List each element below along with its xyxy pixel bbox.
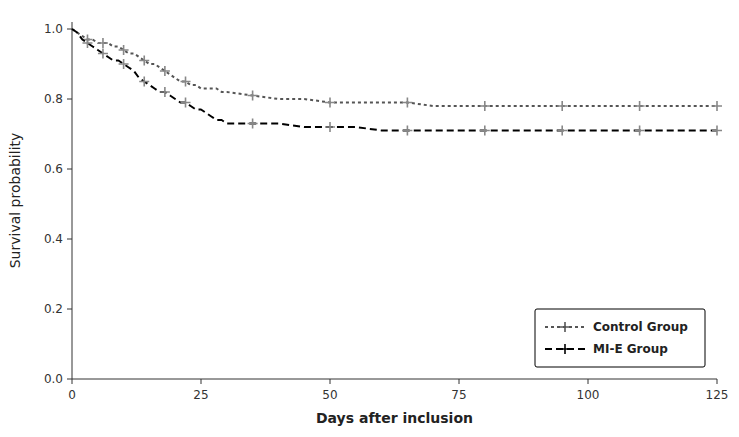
censor-mark: [119, 45, 129, 55]
y-tick-label: 0.2: [44, 302, 63, 316]
x-tick-label: 125: [706, 388, 729, 402]
censor-mark: [98, 49, 108, 59]
y-tick: [67, 309, 72, 310]
censor-mark: [139, 77, 149, 87]
censor-mark: [98, 38, 108, 48]
y-axis-line: [72, 22, 73, 379]
censor-mark: [402, 98, 412, 108]
censor-mark: [181, 98, 191, 108]
y-tick-label: 0.6: [44, 162, 63, 176]
legend-label: Control Group: [593, 320, 688, 334]
x-tick-label: 50: [322, 388, 337, 402]
censor-mark: [119, 59, 129, 69]
censor-mark: [480, 101, 490, 111]
censor-mark: [181, 77, 191, 87]
censor-mark: [160, 66, 170, 76]
legend: Control Group MI-E Group: [535, 309, 705, 367]
x-tick: [717, 379, 718, 384]
y-tick-label: 1.0: [44, 22, 63, 36]
legend-marker: [560, 344, 570, 354]
censor-mark: [139, 56, 149, 66]
x-tick: [201, 379, 202, 384]
axes: 0 25 50 75 100 125 0.0 0.2 0.4 0.6 0.8 1.0: [44, 22, 729, 402]
x-tick: [588, 379, 589, 384]
line-group: [72, 29, 717, 106]
chart: 0 25 50 75 100 125 0.0 0.2 0.4 0.6 0.8 1.0 Days afte…: [0, 0, 739, 437]
censor-mark: [635, 101, 645, 111]
y-tick-label: 0.8: [44, 92, 63, 106]
x-tick-label: 100: [577, 388, 600, 402]
survival-line: [72, 29, 717, 106]
censor-mark: [712, 126, 722, 136]
x-tick-label: 25: [193, 388, 208, 402]
censor-mark: [160, 87, 170, 97]
censor-mark: [557, 126, 567, 136]
censor-mark: [557, 101, 567, 111]
y-tick: [67, 29, 72, 30]
marker-group: [82, 38, 722, 136]
x-tick: [72, 379, 73, 384]
marker-group: [82, 35, 722, 112]
y-axis-label: Survival probability: [7, 133, 23, 269]
censor-mark: [325, 122, 335, 132]
x-tick: [459, 379, 460, 384]
censor-mark: [82, 38, 92, 48]
censor-mark: [402, 126, 412, 136]
y-tick: [67, 239, 72, 240]
x-axis-line: [72, 379, 717, 380]
y-tick: [67, 379, 72, 380]
plot-area: [72, 29, 722, 136]
legend-label: MI-E Group: [593, 342, 668, 356]
censor-mark: [635, 126, 645, 136]
censor-mark: [480, 126, 490, 136]
y-tick: [67, 169, 72, 170]
x-tick: [330, 379, 331, 384]
y-tick: [67, 99, 72, 100]
y-tick-label: 0.0: [44, 372, 63, 386]
censor-mark: [325, 98, 335, 108]
x-axis-label: Days after inclusion: [316, 410, 473, 426]
y-tick-label: 0.4: [44, 232, 63, 246]
survival-line: [72, 29, 717, 131]
x-tick-label: 0: [68, 388, 76, 402]
legend-marker: [560, 322, 570, 332]
x-tick-label: 75: [451, 388, 466, 402]
censor-mark: [248, 91, 258, 101]
censor-mark: [712, 101, 722, 111]
line-group: [72, 29, 717, 131]
legend-box: [535, 309, 705, 367]
censor-mark: [248, 119, 258, 129]
